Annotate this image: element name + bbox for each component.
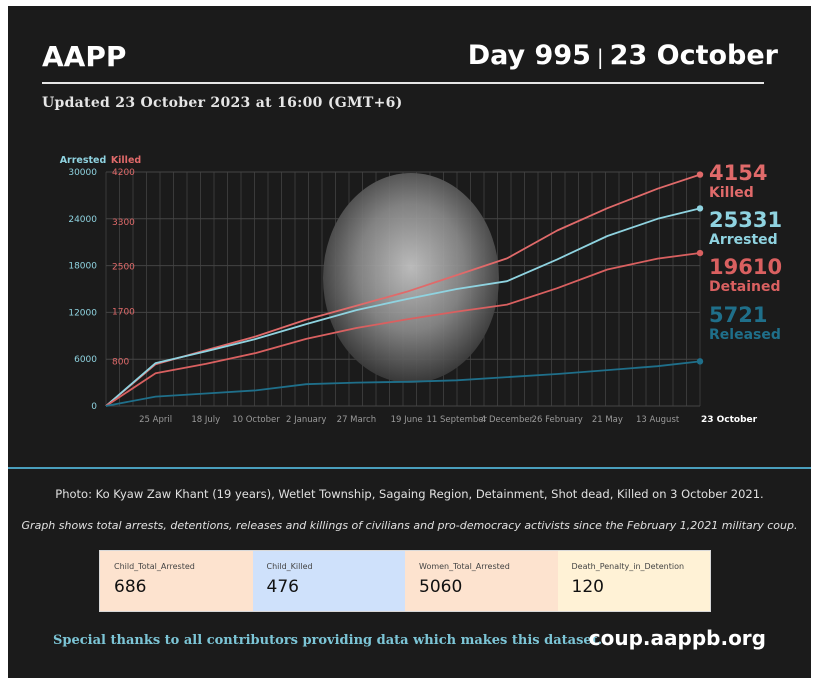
stats-panel: Child_Total_Arrested 686 Child_Killed 476 Wo… (99, 550, 711, 612)
cumulative-line-chart: Arrested Killed 0 6000 12000 18000 24000 30000 8… (60, 155, 782, 425)
left-axis-tick-label: 12000 (68, 308, 97, 318)
series-endpoint-killed (696, 171, 704, 178)
left-axis-tick-label: 0 (91, 402, 97, 412)
x-axis-tick-label: 4 December (481, 415, 534, 425)
day-count: Day 995 (467, 40, 591, 71)
x-axis-tick-label: 19 June (391, 415, 423, 425)
x-axis-tick-label: 11 September (427, 415, 488, 425)
photo-caption: Photo: Ko Kyaw Zaw Khant (19 years), Wet… (55, 487, 764, 501)
x-axis-tick-label: 27 March (337, 415, 376, 425)
day-date: 23 October (609, 40, 778, 71)
x-axis-tick-label: 13 August (636, 415, 680, 425)
left-axis-title: Arrested (60, 155, 107, 166)
updated-timestamp: Updated 23 October 2023 at 16:00 (GMT+6) (42, 95, 403, 111)
header-divider (42, 82, 764, 84)
end-value-killed: 4154 (709, 161, 767, 185)
stat-label: Death_Penalty_in_Detention (571, 562, 685, 571)
stat-card: Child_Killed 476 (252, 551, 405, 611)
right-axis-tick-label: 3300 (112, 218, 135, 228)
x-axis-tick-label: 21 May (592, 415, 623, 425)
end-value-detained: 19610 (709, 255, 782, 279)
x-axis-tick-label: 25 April (139, 415, 172, 425)
x-axis-tick-label: 2 January (286, 415, 326, 425)
x-axis-tick-label: 26 February (532, 415, 583, 425)
stat-card: Child_Total_Arrested 686 (100, 551, 253, 611)
graph-note: Graph shows total arrests, detentions, r… (21, 519, 798, 532)
stat-value: 476 (266, 577, 299, 597)
series-line-detained (105, 252, 701, 407)
victim-photo (323, 173, 499, 383)
brand-title: AAPP (42, 40, 127, 73)
stat-card: Death_Penalty_in_Detention 120 (557, 551, 710, 611)
end-value-released: 5721 (709, 303, 767, 327)
stat-label: Child_Killed (266, 562, 313, 571)
day-title: Day 995 | 23 October (468, 40, 778, 71)
footer-url[interactable]: coup.aappb.org (588, 626, 766, 650)
series-endpoint-arrested (696, 205, 704, 212)
stat-value: 120 (571, 577, 604, 597)
right-axis-tick-label: 2500 (112, 263, 135, 273)
end-label-detained: Detained (709, 279, 781, 295)
series-line-released (105, 360, 701, 407)
series-endpoint-detained (696, 249, 704, 257)
left-axis-tick-label: 30000 (68, 168, 97, 178)
stat-value: 5060 (419, 577, 463, 597)
footer-thanks: Special thanks to all contributors provi… (53, 633, 603, 648)
stat-label: Women_Total_Arrested (419, 562, 510, 571)
right-axis-tick-label: 800 (112, 357, 129, 367)
right-axis-title: Killed (111, 155, 141, 166)
right-axis-tick-label: 1700 (112, 307, 135, 317)
series-line-killed (105, 173, 701, 407)
series-line-arrested (105, 207, 701, 407)
x-axis-tick-label: 23 October (701, 415, 758, 425)
end-label-killed: Killed (709, 185, 754, 201)
stat-value: 686 (114, 577, 147, 597)
left-axis-tick-label: 18000 (68, 262, 97, 272)
stat-card: Women_Total_Arrested 5060 (405, 551, 558, 611)
x-axis-tick-label: 10 October (232, 415, 280, 425)
right-axis-tick-label: 4200 (112, 168, 135, 178)
stat-label: Child_Total_Arrested (114, 562, 195, 571)
section-divider (8, 467, 811, 469)
end-value-arrested: 25331 (709, 208, 782, 232)
day-separator: | (596, 45, 604, 69)
x-axis-tick-label: 18 July (191, 415, 220, 425)
series-endpoint-released (696, 358, 704, 365)
end-label-arrested: Arrested (709, 232, 778, 248)
end-label-released: Released (709, 327, 781, 343)
left-axis-tick-label: 24000 (68, 215, 97, 225)
left-axis-tick-label: 6000 (74, 355, 97, 365)
